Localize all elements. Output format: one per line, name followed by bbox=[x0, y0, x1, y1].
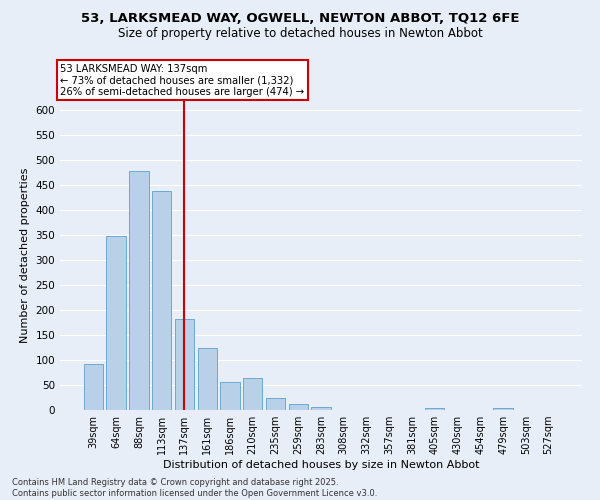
Bar bbox=[311, 406, 331, 410]
Bar bbox=[289, 404, 308, 410]
Bar bbox=[175, 318, 194, 410]
Text: Contains HM Land Registry data © Crown copyright and database right 2025.
Contai: Contains HM Land Registry data © Crown c… bbox=[12, 478, 377, 498]
Text: Size of property relative to detached houses in Newton Abbot: Size of property relative to detached ho… bbox=[118, 28, 482, 40]
Bar bbox=[152, 191, 172, 410]
Text: 53 LARKSMEAD WAY: 137sqm
← 73% of detached houses are smaller (1,332)
26% of sem: 53 LARKSMEAD WAY: 137sqm ← 73% of detach… bbox=[60, 64, 304, 97]
Bar bbox=[197, 348, 217, 410]
Bar bbox=[266, 398, 285, 410]
Y-axis label: Number of detached properties: Number of detached properties bbox=[20, 168, 30, 342]
Bar bbox=[84, 364, 103, 410]
Bar bbox=[425, 408, 445, 410]
Text: 53, LARKSMEAD WAY, OGWELL, NEWTON ABBOT, TQ12 6FE: 53, LARKSMEAD WAY, OGWELL, NEWTON ABBOT,… bbox=[81, 12, 519, 26]
X-axis label: Distribution of detached houses by size in Newton Abbot: Distribution of detached houses by size … bbox=[163, 460, 479, 470]
Bar bbox=[493, 408, 513, 410]
Bar bbox=[220, 382, 239, 410]
Bar bbox=[129, 171, 149, 410]
Bar bbox=[243, 378, 262, 410]
Bar bbox=[106, 236, 126, 410]
